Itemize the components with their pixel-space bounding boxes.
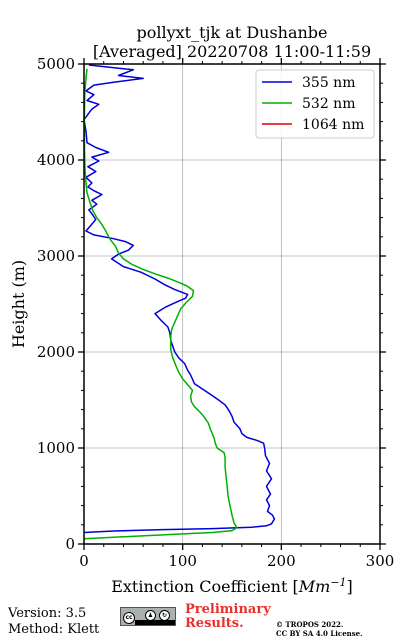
x-tick-label: 300 bbox=[366, 552, 395, 570]
y-tick-label: 3000 bbox=[37, 247, 75, 265]
copyright-line2: CC BY SA 4.0 License. bbox=[276, 629, 363, 638]
cc-license-logo: cc ♟ ↻ bbox=[120, 607, 176, 626]
series-line-532-nm bbox=[83, 68, 238, 540]
x-tick-label: 200 bbox=[267, 552, 296, 570]
plot-frame bbox=[83, 63, 381, 545]
footer-info: Version: 3.5 Method: Klett bbox=[8, 606, 99, 638]
x-axis-label-text: Extinction Coefficient [ bbox=[111, 577, 299, 596]
y-axis-label: Height (m) bbox=[9, 260, 28, 348]
legend-label: 355 nm bbox=[302, 75, 355, 91]
y-tick-label: 0 bbox=[65, 535, 75, 553]
x-axis-label-close: ] bbox=[347, 577, 353, 596]
y-tick-label: 4000 bbox=[37, 151, 75, 169]
legend-label: 532 nm bbox=[302, 96, 355, 112]
x-axis-label-unit-exponent: −1 bbox=[330, 576, 346, 589]
preliminary-line1: Preliminary bbox=[185, 602, 271, 617]
chart-title-line1: pollyxt_tjk at Dushanbe bbox=[136, 23, 327, 42]
y-tick-label: 2000 bbox=[37, 343, 75, 361]
method-text: Method: Klett bbox=[8, 622, 100, 637]
x-axis-label: Extinction Coefficient [Mm−1] bbox=[111, 576, 353, 596]
legend: 355 nm 532 nm 1064 nm bbox=[255, 69, 375, 139]
y-tick-label: 1000 bbox=[37, 439, 75, 457]
extinction-profile-chart: pollyxt_tjk at Dushanbe [Averaged] 20220… bbox=[9, 23, 395, 596]
chart-title-line2: [Averaged] 20220708 11:00-11:59 bbox=[93, 42, 371, 61]
x-axis-label-unit: Mm bbox=[298, 577, 331, 596]
series-line-355-nm bbox=[83, 64, 276, 534]
y-tick-label: 5000 bbox=[37, 55, 75, 73]
series-lines bbox=[83, 64, 276, 540]
preliminary-line2: Results. bbox=[185, 616, 244, 631]
preliminary-notice: Preliminary Results. bbox=[185, 603, 271, 631]
cc-strip bbox=[135, 620, 175, 625]
legend-box bbox=[255, 69, 375, 139]
x-tick-label: 0 bbox=[79, 552, 89, 570]
copyright-line1: © TROPOS 2022. bbox=[276, 620, 344, 629]
cc-icon: cc bbox=[123, 612, 135, 624]
legend-label: 1064 nm bbox=[302, 117, 364, 133]
x-tick-label: 100 bbox=[168, 552, 197, 570]
version-text: Version: 3.5 bbox=[8, 606, 87, 621]
copyright-notice: © TROPOS 2022. CC BY SA 4.0 License. bbox=[276, 620, 363, 638]
